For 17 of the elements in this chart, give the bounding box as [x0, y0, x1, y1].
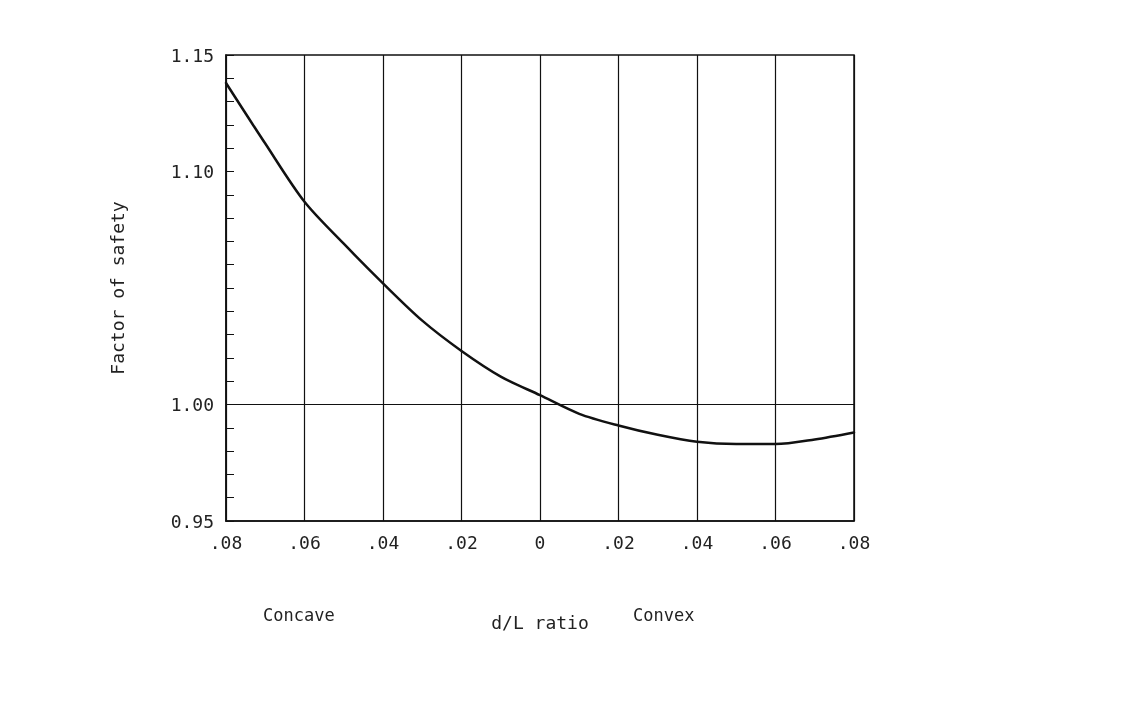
x-tick-label: .04	[366, 531, 400, 553]
text: Concave	[263, 604, 335, 625]
y-axis-title: Factor of safety	[106, 201, 128, 375]
x-tick-label: .02	[602, 531, 635, 553]
x-tick-label: .06	[759, 531, 792, 553]
x-tick-label: .06	[288, 531, 321, 553]
x-tick-label: .02	[445, 531, 478, 553]
y-tick-label: 1.10	[170, 161, 214, 182]
text: Convex	[633, 604, 695, 625]
x-tick-label: .08	[209, 531, 243, 553]
x-axis-title: d/L ratio	[491, 611, 589, 633]
x-tick-label: .08	[837, 531, 871, 553]
y-tick-label: 0.95	[170, 510, 214, 532]
y-tick-label: 1.15	[170, 44, 214, 66]
x-tick-label: 0	[534, 531, 546, 553]
x-tick-label: .04	[680, 531, 714, 553]
y-tick-label: 1.00	[170, 394, 214, 415]
